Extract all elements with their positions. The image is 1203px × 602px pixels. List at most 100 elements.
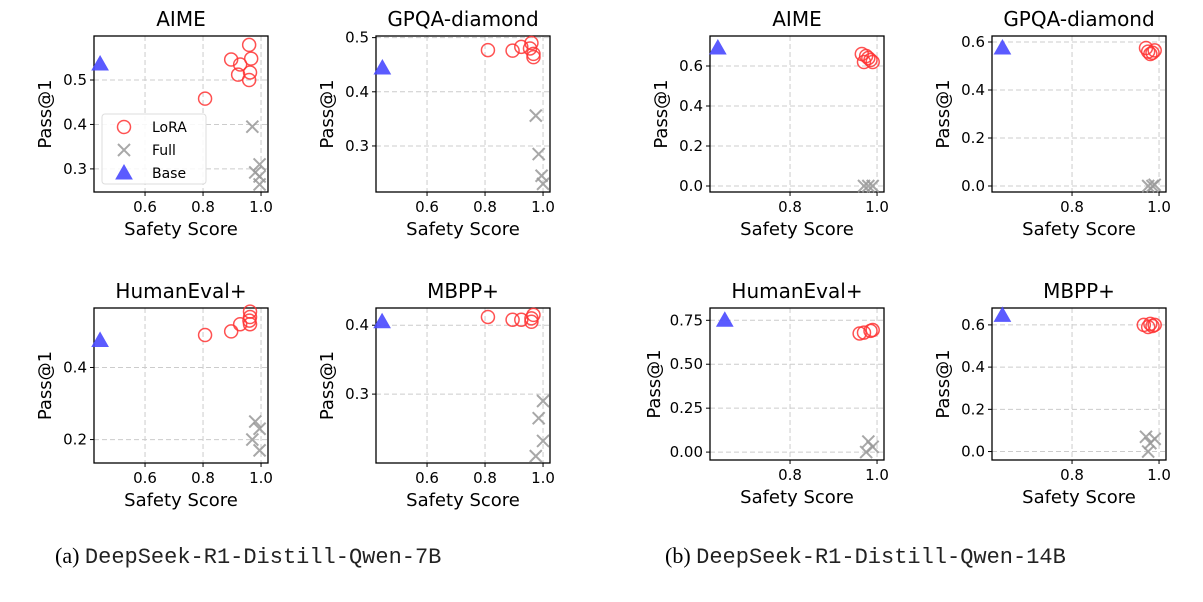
y-tick-label: 0.4 — [345, 316, 369, 334]
point-lora — [524, 311, 539, 326]
point-full — [529, 449, 543, 463]
point-full — [1147, 432, 1162, 446]
y-tick-label: 0.6 — [679, 57, 703, 75]
subplot-title: MBPP+ — [427, 279, 499, 303]
plot-frame — [709, 307, 885, 461]
legend-label-base: Base — [152, 166, 186, 182]
y-tick-label: 0.5 — [63, 71, 87, 89]
y-axis-label: Pass@1 — [317, 351, 338, 420]
point-lora — [863, 52, 878, 68]
x-tick-label: 1.0 — [531, 469, 555, 487]
point-lora — [865, 322, 880, 338]
legend-marker-base — [115, 163, 133, 180]
point-base — [993, 306, 1012, 322]
y-tick-label: 0.3 — [63, 160, 87, 178]
subplot-title: GPQA-diamond — [387, 7, 538, 31]
plot-frame — [709, 35, 885, 193]
y-tick-label: 0.6 — [961, 33, 985, 51]
x-tick-label: 0.6 — [415, 198, 439, 216]
plot-frame — [93, 35, 269, 193]
point-lora — [232, 316, 248, 332]
point-lora — [197, 327, 213, 343]
subplot-humaneval-: 0.6 0.8 1.0 0.2 0.4 HumanEval+ Safety Score Pas… — [35, 279, 273, 511]
caption-b: (b) DeepSeek-R1-Distill-Qwen-14B — [665, 543, 1066, 570]
point-full — [1147, 178, 1162, 192]
subplot-aime: 0.6 0.8 1.0 0.3 0.4 0.5 AIME Safety Score Pass@1… — [35, 7, 273, 240]
subplot-title: AIME — [156, 7, 205, 31]
point-lora — [522, 41, 538, 56]
point-full — [536, 434, 550, 448]
point-full — [1141, 444, 1155, 459]
subplot-gpqa-diamond: 0.6 0.8 1.0 0.3 0.4 0.5 GPQA-diamond Safety Sco… — [317, 7, 555, 240]
point-lora — [505, 43, 520, 58]
point-lora — [242, 304, 258, 319]
y-axis-label: Pass@1 — [933, 79, 954, 148]
x-tick-label: 1.0 — [1147, 198, 1171, 216]
subplot-title: HumanEval+ — [731, 279, 862, 303]
point-lora — [505, 312, 520, 327]
point-lora — [1143, 316, 1158, 332]
point-lora — [241, 72, 257, 88]
x-tick-label: 0.6 — [133, 198, 157, 216]
point-full — [252, 443, 267, 458]
point-full — [531, 147, 546, 161]
point-base — [373, 58, 392, 75]
point-lora — [856, 325, 872, 340]
x-tick-label: 0.8 — [1060, 466, 1084, 484]
y-tick-label: 0.0 — [961, 177, 985, 195]
y-tick-label: 0.50 — [670, 355, 703, 373]
point-lora — [1145, 45, 1160, 61]
point-lora — [524, 35, 539, 51]
legend-marker-full — [117, 143, 131, 157]
point-lora — [865, 54, 880, 70]
y-tick-label: 0.0 — [679, 177, 703, 195]
point-full — [865, 179, 880, 193]
caption-b-label: (b) — [665, 543, 691, 568]
y-tick-label: 0.4 — [63, 358, 87, 376]
y-tick-label: 0.2 — [961, 129, 985, 147]
x-tick-label: 0.8 — [778, 466, 802, 484]
subplot-title: MBPP+ — [1043, 279, 1115, 303]
point-lora — [242, 313, 257, 328]
point-lora — [232, 57, 248, 72]
x-tick-label: 0.8 — [191, 198, 215, 216]
x-tick-label: 1.0 — [249, 198, 273, 216]
y-tick-label: 0.4 — [961, 81, 985, 99]
point-full — [245, 119, 260, 134]
y-tick-label: 0.0 — [961, 443, 985, 461]
y-tick-label: 0.6 — [961, 316, 985, 334]
point-lora — [197, 91, 213, 106]
point-base — [373, 312, 391, 329]
legend-label-lora: LoRA — [152, 120, 187, 136]
point-full — [859, 445, 873, 459]
plot-frame — [93, 307, 269, 464]
point-full — [536, 394, 550, 408]
y-axis-label: Pass@1 — [317, 79, 338, 148]
y-tick-label: 0.25 — [670, 399, 703, 417]
y-axis-label: Pass@1 — [644, 349, 665, 418]
y-tick-label: 0.4 — [679, 97, 703, 115]
plot-frame — [991, 35, 1167, 193]
point-lora — [243, 51, 259, 66]
point-full — [248, 414, 262, 429]
point-full — [536, 177, 550, 191]
x-axis-label: Safety Score — [406, 490, 520, 511]
y-tick-label: 0.4 — [63, 115, 87, 133]
point-lora — [526, 307, 541, 323]
legend-label-full: Full — [152, 143, 176, 159]
x-axis-label: Safety Score — [124, 490, 238, 511]
x-tick-label: 1.0 — [1147, 466, 1171, 484]
x-tick-label: 1.0 — [865, 466, 889, 484]
y-tick-label: 0.2 — [679, 137, 703, 155]
x-tick-label: 0.6 — [415, 469, 439, 487]
point-full — [529, 108, 543, 123]
point-lora — [480, 42, 496, 58]
legend: LoRA Full Base — [101, 113, 207, 185]
y-axis-label: Pass@1 — [35, 351, 56, 420]
point-full — [861, 179, 876, 193]
point-full — [252, 177, 267, 192]
subplot-title: GPQA-diamond — [1003, 7, 1154, 31]
x-tick-label: 0.8 — [473, 198, 497, 216]
caption-b-model: DeepSeek-R1-Distill-Qwen-14B — [696, 545, 1066, 570]
